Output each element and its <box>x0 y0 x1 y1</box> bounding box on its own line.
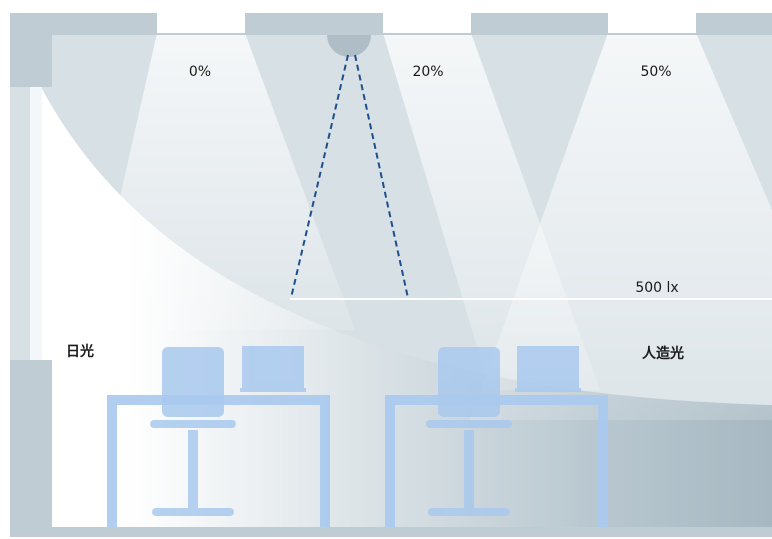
sensor <box>327 35 371 57</box>
zone-label: 50% <box>640 64 671 80</box>
luminaire <box>157 13 245 33</box>
artificial-light-label: 人造光 <box>642 345 684 362</box>
zone-label: 0% <box>189 64 211 80</box>
illuminance-label: 500 lx <box>635 280 678 296</box>
light-cone <box>90 33 355 330</box>
sensor-beam <box>290 54 349 299</box>
window <box>30 87 42 360</box>
sensor-beam <box>354 54 409 299</box>
zone-label: 20% <box>412 64 443 80</box>
furniture <box>150 346 581 516</box>
luminaire <box>383 13 471 33</box>
light-cone <box>470 33 772 420</box>
floor <box>10 527 772 537</box>
daylight-label: 日光 <box>66 343 94 360</box>
wall <box>10 360 52 537</box>
wall <box>10 13 52 87</box>
luminaire <box>608 13 696 33</box>
